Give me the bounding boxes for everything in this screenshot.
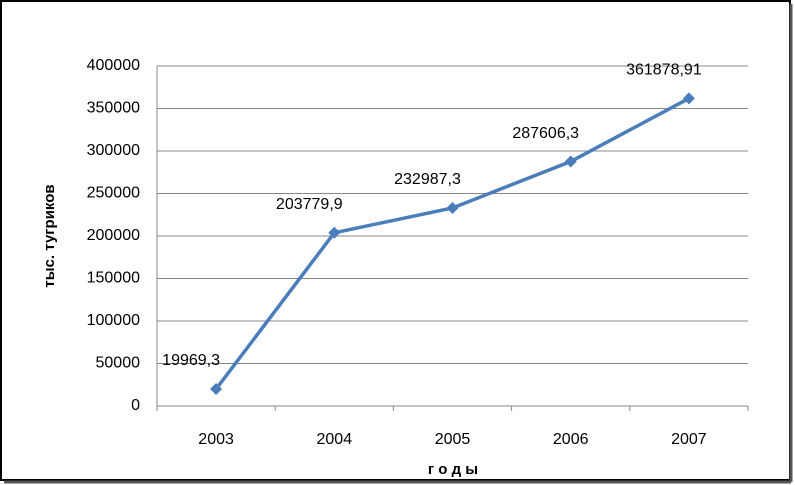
y-tick-label: 350000 <box>87 100 140 117</box>
data-label: 203779,9 <box>276 196 343 213</box>
y-axis-title: тыс. тугриков <box>41 184 58 287</box>
marker <box>446 201 459 214</box>
marker <box>564 155 577 168</box>
marker <box>682 92 695 105</box>
data-label: 287606,3 <box>512 125 579 142</box>
marker <box>328 226 341 239</box>
data-label: 19969,3 <box>162 352 220 369</box>
y-tick-label: 150000 <box>87 270 140 287</box>
x-tick-label: 2006 <box>553 431 589 448</box>
y-tick-label: 0 <box>131 397 140 414</box>
data-label: 232987,3 <box>394 171 461 188</box>
x-tick-label: 2003 <box>198 431 234 448</box>
x-axis-title: г о д ы <box>428 461 478 478</box>
y-tick-label: 200000 <box>87 227 140 244</box>
x-tick-label: 2007 <box>671 431 707 448</box>
data-label: 361878,91 <box>626 62 702 79</box>
marker <box>210 383 223 396</box>
x-tick-label: 2004 <box>317 431 353 448</box>
y-tick-label: 400000 <box>87 57 140 74</box>
y-tick-label: 100000 <box>87 312 140 329</box>
x-tick-label: 2005 <box>435 431 471 448</box>
y-tick-label: 300000 <box>87 142 140 159</box>
y-tick-label: 50000 <box>96 355 141 372</box>
y-tick-label: 250000 <box>87 185 140 202</box>
